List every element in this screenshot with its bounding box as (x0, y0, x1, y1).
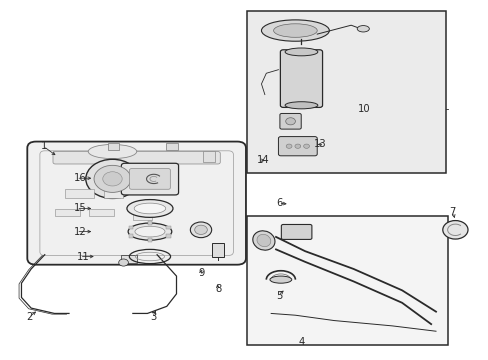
Bar (103, 189, 123, 198)
FancyBboxPatch shape (280, 50, 322, 107)
Bar (203, 151, 215, 162)
Ellipse shape (252, 231, 274, 250)
Text: 8: 8 (215, 284, 221, 293)
Circle shape (94, 165, 131, 192)
Ellipse shape (257, 234, 270, 247)
Text: 7: 7 (448, 207, 454, 217)
Circle shape (102, 172, 122, 186)
Circle shape (285, 118, 295, 125)
Bar (147, 221, 152, 225)
FancyBboxPatch shape (27, 141, 245, 265)
Circle shape (294, 144, 300, 148)
FancyBboxPatch shape (279, 113, 301, 129)
Text: 16: 16 (74, 173, 86, 183)
Bar (166, 226, 171, 229)
Text: 11: 11 (77, 252, 90, 261)
Bar (246, 11, 445, 173)
Ellipse shape (127, 199, 173, 217)
Text: 13: 13 (314, 139, 326, 149)
Bar (133, 212, 152, 220)
Ellipse shape (135, 226, 164, 237)
Circle shape (85, 159, 139, 198)
Bar (246, 216, 447, 346)
Ellipse shape (134, 203, 165, 214)
Ellipse shape (357, 26, 368, 32)
Bar (128, 226, 133, 229)
Circle shape (303, 144, 309, 148)
Ellipse shape (269, 276, 291, 283)
Text: 2: 2 (26, 312, 33, 322)
Text: 5: 5 (275, 291, 282, 301)
Text: 6: 6 (275, 198, 282, 208)
Text: 1: 1 (41, 141, 47, 151)
Text: 14: 14 (256, 156, 269, 166)
Ellipse shape (273, 24, 317, 37)
Ellipse shape (285, 48, 317, 56)
Circle shape (190, 222, 211, 238)
Bar (89, 208, 113, 216)
Circle shape (194, 225, 207, 234)
FancyBboxPatch shape (53, 152, 220, 164)
Ellipse shape (261, 20, 329, 41)
Text: 3: 3 (150, 312, 156, 322)
Bar (165, 143, 177, 150)
Bar (166, 234, 171, 238)
FancyBboxPatch shape (121, 163, 178, 195)
FancyBboxPatch shape (129, 168, 170, 189)
Text: 12: 12 (74, 226, 86, 237)
Circle shape (285, 144, 291, 148)
FancyBboxPatch shape (281, 225, 311, 239)
Text: 10: 10 (357, 104, 370, 114)
Bar (120, 255, 137, 262)
Bar (65, 189, 94, 198)
Ellipse shape (88, 144, 137, 159)
Bar (147, 238, 152, 242)
Ellipse shape (285, 102, 317, 109)
Bar (107, 143, 119, 150)
Text: 9: 9 (198, 267, 204, 278)
Circle shape (442, 221, 467, 239)
Text: 15: 15 (74, 203, 86, 213)
Bar (128, 234, 133, 238)
Bar (212, 243, 224, 257)
Ellipse shape (128, 223, 171, 240)
FancyBboxPatch shape (278, 136, 317, 156)
Bar (55, 208, 80, 216)
Text: 4: 4 (298, 337, 305, 347)
Circle shape (119, 259, 128, 266)
